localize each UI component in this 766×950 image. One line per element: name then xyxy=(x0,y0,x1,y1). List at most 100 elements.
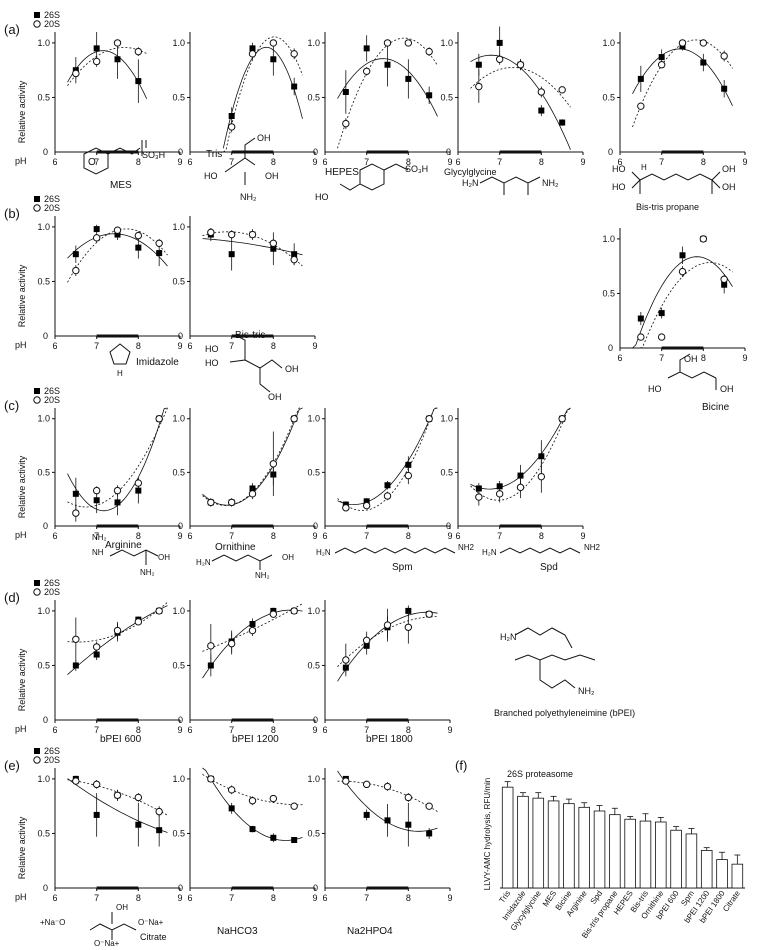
x-tick-label: 7 xyxy=(364,893,369,903)
x-tick-label: 6 xyxy=(52,341,57,351)
point-26s xyxy=(156,827,163,834)
x-tick-label: 6 xyxy=(455,531,460,541)
point-20s xyxy=(425,802,433,810)
point-20s xyxy=(342,777,350,785)
legend-label-26s: 26S xyxy=(44,10,60,20)
legend-label-20s: 20S xyxy=(44,395,60,405)
point-20s xyxy=(537,88,546,96)
y-tick-label: 1.0 xyxy=(307,774,320,784)
point-26s xyxy=(156,250,163,257)
point-20s xyxy=(637,333,645,341)
x-tick-label: 7 xyxy=(229,725,234,735)
x-tick-label: 9 xyxy=(742,353,747,363)
point-20s xyxy=(248,230,257,239)
point-20s xyxy=(227,123,236,131)
imidazole-name: Imidazole xyxy=(136,357,179,368)
point-20s xyxy=(342,504,350,512)
point-20s xyxy=(92,780,101,789)
x-tick-label: 6 xyxy=(322,157,327,167)
point-20s xyxy=(92,57,101,66)
legend-label-26s: 26S xyxy=(44,746,60,756)
x-tick-label: 6 xyxy=(52,893,57,903)
bar-tris xyxy=(501,786,514,889)
x-tick-label: 9 xyxy=(312,893,317,903)
point-26s xyxy=(228,251,235,258)
point-20s xyxy=(425,47,433,56)
point-20s xyxy=(113,791,122,799)
point-20s xyxy=(383,621,392,629)
y-tick-label: 0.5 xyxy=(37,828,50,838)
bistris-oh: OH xyxy=(285,364,299,374)
point-20s xyxy=(404,623,413,631)
point-26s xyxy=(384,482,391,489)
point-20s xyxy=(134,479,143,487)
point-26s xyxy=(270,834,277,841)
y-tick-label: 0 xyxy=(608,343,613,353)
point-26s xyxy=(538,107,545,114)
point-20s xyxy=(425,610,433,618)
bpei-nh2: NH₂ xyxy=(578,686,595,696)
point-20s xyxy=(207,642,215,650)
x-tick-label: 9 xyxy=(447,725,452,735)
point-20s xyxy=(425,415,433,423)
bar-glycylglycine xyxy=(532,797,545,889)
panel-label: (f) xyxy=(455,758,467,773)
structure-tris xyxy=(224,137,256,185)
y-tick-label: 0.5 xyxy=(307,660,320,670)
fit-curve-20S xyxy=(470,67,571,108)
x-tick-label: 8 xyxy=(539,531,544,541)
point-26s xyxy=(135,821,142,828)
panel-label: (a) xyxy=(4,22,20,37)
legend-marker-26s xyxy=(34,196,40,202)
x-tick-label: 9 xyxy=(742,157,747,167)
point-26s xyxy=(249,621,256,627)
point-26s xyxy=(538,453,545,460)
spm-nh2: NH2 xyxy=(458,543,475,552)
x-tick-label: 9 xyxy=(177,157,182,167)
point-26s xyxy=(721,85,728,92)
x-tick-label: 9 xyxy=(177,893,182,903)
y-tick-label: 0 xyxy=(43,715,48,725)
glygly-name: Glycylglycine xyxy=(444,167,497,177)
point-26s xyxy=(517,472,524,479)
tris-ho: HO xyxy=(204,171,218,181)
point-20s xyxy=(290,50,298,58)
legend-label-20s: 20S xyxy=(44,19,60,29)
point-26s xyxy=(700,59,707,66)
panel-ornithine: 6 7 8 9 0.5 1.0 0 xyxy=(172,407,318,541)
point-20s xyxy=(362,636,371,645)
y-tick-label: 0.5 xyxy=(440,92,453,102)
point-26s xyxy=(405,821,412,828)
point-20s xyxy=(113,226,122,234)
x-tick-label: 8 xyxy=(136,725,141,735)
arginine-name: Arginine xyxy=(105,540,142,551)
point-20s xyxy=(362,501,371,510)
y-tick-label: 0.5 xyxy=(172,467,185,477)
x-tick-label: 7 xyxy=(229,893,234,903)
tris-nh2: NH₂ xyxy=(240,192,257,202)
structure-bicine xyxy=(667,353,717,390)
point-20s xyxy=(155,607,163,615)
x-tick-label: 9 xyxy=(312,531,317,541)
x-tick-label: 9 xyxy=(580,157,585,167)
point-20s xyxy=(92,643,101,651)
bar-citrate xyxy=(731,863,744,889)
point-20s xyxy=(92,234,101,242)
point-20s xyxy=(657,61,666,69)
point-26s xyxy=(658,310,665,317)
citrate-oh: OH xyxy=(116,903,128,912)
point-26s xyxy=(405,75,412,82)
point-20s xyxy=(475,82,483,91)
point-26s xyxy=(114,56,121,63)
x-tick-label: 8 xyxy=(271,157,276,167)
bicine-ho: HO xyxy=(648,384,662,394)
point-20s xyxy=(113,626,122,635)
x-tick-label: 8 xyxy=(136,893,141,903)
tris-oh-2: OH xyxy=(265,171,279,181)
ornithine-oh: OH xyxy=(282,553,294,562)
point-20s xyxy=(227,639,236,648)
bpei-h2n: H₂N xyxy=(500,632,517,642)
point-26s xyxy=(135,244,142,251)
y-tick-label: 0.5 xyxy=(37,92,50,102)
